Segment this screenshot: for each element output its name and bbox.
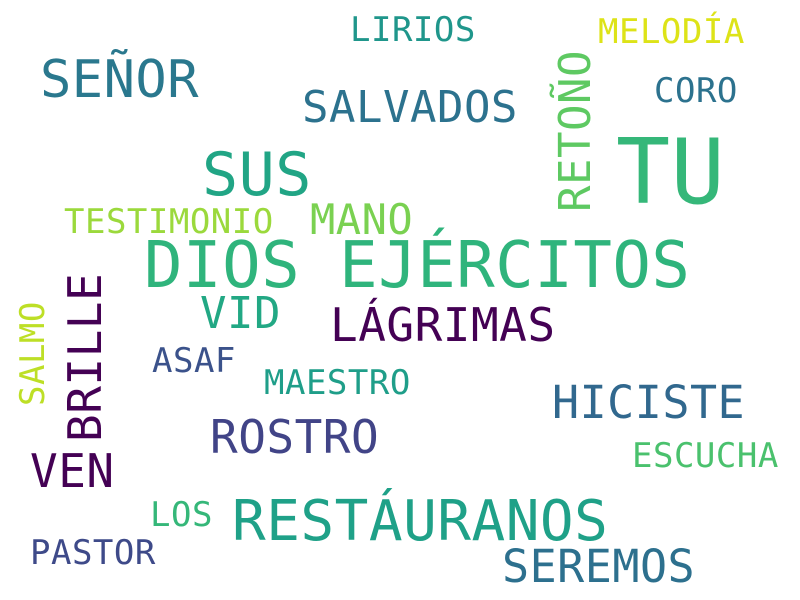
word-escucha: ESCUCHA: [632, 436, 779, 476]
word-seremos: SEREMOS: [502, 540, 696, 593]
word-retono: RETOÑO: [550, 50, 601, 212]
word-tu: TU: [616, 120, 726, 225]
word-testimonio: TESTIMONIO: [64, 202, 274, 242]
word-hiciste: HICISTE: [552, 376, 746, 429]
word-mano: MANO: [310, 195, 414, 244]
word-lagrimas: LÁGRIMAS: [330, 298, 556, 352]
word-pastor: PASTOR: [30, 533, 156, 573]
word-melodia: MELODÍA: [598, 12, 745, 52]
word-vid: VID: [200, 288, 281, 339]
word-brille: BRILLE: [58, 272, 112, 442]
word-restauranos: RESTÁURANOS: [232, 489, 609, 554]
word-salvados: SALVADOS: [302, 82, 518, 133]
word-dios-ejercitos: DIOS EJÉRCITOS: [144, 229, 691, 303]
word-lirios: LIRIOS: [350, 10, 476, 50]
word-maestro: MAESTRO: [264, 363, 411, 403]
word-los: LOS: [150, 495, 213, 535]
word-salmo: SALMO: [13, 301, 53, 406]
word-asaf: ASAF: [152, 341, 236, 381]
word-ven: VEN: [30, 444, 115, 498]
word-senor: SEÑOR: [40, 50, 200, 110]
word-rostro: ROSTRO: [210, 410, 380, 464]
word-sus: SUS: [202, 140, 312, 210]
word-coro: CORO: [654, 71, 738, 111]
